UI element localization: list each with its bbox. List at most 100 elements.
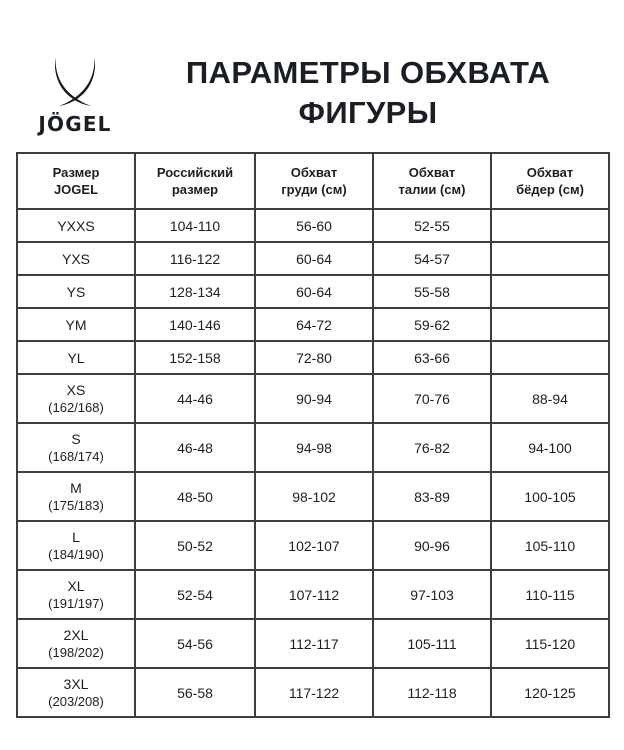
cell-hips: 88-94 xyxy=(490,373,610,424)
cell-chest: 56-60 xyxy=(254,208,374,243)
cell-size-jogel: YM xyxy=(16,307,136,342)
size-label: 2XL xyxy=(63,626,89,643)
cell-size-jogel: XL (191/197) xyxy=(16,569,136,620)
cell-waist: 55-58 xyxy=(372,274,492,309)
cell-waist: 105-111 xyxy=(372,618,492,669)
table-row: M (175/183) 48-50 98-102 83-89 100-105 xyxy=(16,471,610,522)
cell-size-jogel: 2XL (198/202) xyxy=(16,618,136,669)
cell-hips: 94-100 xyxy=(490,422,610,473)
cell-size-jogel: S (168/174) xyxy=(16,422,136,473)
column-header-waist: Обхват талии (см) xyxy=(372,152,492,210)
cell-size-jogel: 3XL (203/208) xyxy=(16,667,136,718)
size-label: YXS xyxy=(61,250,90,267)
cell-russian-size: 104-110 xyxy=(134,208,256,243)
cell-hips xyxy=(490,274,610,309)
cell-chest: 117-122 xyxy=(254,667,374,718)
size-label: 3XL xyxy=(63,675,89,692)
cell-russian-size: 48-50 xyxy=(134,471,256,522)
cell-russian-size: 152-158 xyxy=(134,340,256,375)
cell-waist: 63-66 xyxy=(372,340,492,375)
column-header-line-2: бёдер (см) xyxy=(516,182,584,197)
table-header: Размер JOGEL Российский размер Обхват гр… xyxy=(16,152,610,210)
page-title: ПАРАМЕТРЫ ОБХВАТА ФИГУРЫ xyxy=(134,53,608,133)
cell-size-jogel: YL xyxy=(16,340,136,375)
table-row: YXXS 104-110 56-60 52-55 xyxy=(16,208,610,243)
cell-waist: 54-57 xyxy=(372,241,492,276)
cell-russian-size: 50-52 xyxy=(134,520,256,571)
size-height-range: (203/208) xyxy=(48,693,104,709)
size-height-range: (198/202) xyxy=(48,644,104,660)
cell-size-jogel: YS xyxy=(16,274,136,309)
table-row: XL (191/197) 52-54 107-112 97-103 110-115 xyxy=(16,569,610,620)
size-table-container: Размер JOGEL Российский размер Обхват гр… xyxy=(0,152,624,718)
size-label: S xyxy=(71,430,81,447)
size-label: YXXS xyxy=(57,217,95,234)
cell-hips: 115-120 xyxy=(490,618,610,669)
cell-chest: 72-80 xyxy=(254,340,374,375)
cell-hips xyxy=(490,340,610,375)
cell-waist: 59-62 xyxy=(372,307,492,342)
cell-size-jogel: YXS xyxy=(16,241,136,276)
cell-russian-size: 140-146 xyxy=(134,307,256,342)
table-row: YL 152-158 72-80 63-66 xyxy=(16,340,610,375)
column-header-line-2: талии (см) xyxy=(398,182,466,197)
column-header-line-2: груди (см) xyxy=(281,182,347,197)
column-header-line-1: Размер xyxy=(52,165,100,180)
column-header-line-1: Обхват xyxy=(408,165,456,180)
size-label: XS xyxy=(66,381,86,398)
cell-waist: 112-118 xyxy=(372,667,492,718)
cell-chest: 94-98 xyxy=(254,422,374,473)
cell-russian-size: 128-134 xyxy=(134,274,256,309)
table-row: XS (162/168) 44-46 90-94 70-76 88-94 xyxy=(16,373,610,424)
column-header-line-1: Российский xyxy=(156,165,234,180)
cell-chest: 98-102 xyxy=(254,471,374,522)
page-header: JÖGEL ПАРАМЕТРЫ ОБХВАТА ФИГУРЫ xyxy=(0,0,624,152)
size-height-range: (175/183) xyxy=(48,497,104,513)
column-header-hips: Обхват бёдер (см) xyxy=(490,152,610,210)
cell-russian-size: 116-122 xyxy=(134,241,256,276)
cell-waist: 76-82 xyxy=(372,422,492,473)
column-header-size-jogel: Размер JOGEL xyxy=(16,152,136,210)
cell-hips: 120-125 xyxy=(490,667,610,718)
column-header-line-1: Обхват xyxy=(526,165,574,180)
cell-waist: 90-96 xyxy=(372,520,492,571)
body-measurements-table: Размер JOGEL Российский размер Обхват гр… xyxy=(16,152,610,718)
cell-chest: 90-94 xyxy=(254,373,374,424)
cell-hips: 110-115 xyxy=(490,569,610,620)
cell-russian-size: 52-54 xyxy=(134,569,256,620)
size-height-range: (162/168) xyxy=(48,399,104,415)
size-height-range: (191/197) xyxy=(48,595,104,611)
size-label: YL xyxy=(67,349,85,366)
table-body: YXXS 104-110 56-60 52-55 YXS 116-122 60-64 54-5… xyxy=(16,208,610,718)
cell-russian-size: 54-56 xyxy=(134,618,256,669)
cell-hips xyxy=(490,241,610,276)
size-label: YS xyxy=(66,283,86,300)
size-height-range: (184/190) xyxy=(48,546,104,562)
page-title-line-2: ФИГУРЫ xyxy=(298,95,438,130)
cell-hips: 105-110 xyxy=(490,520,610,571)
cell-chest: 60-64 xyxy=(254,241,374,276)
cell-chest: 64-72 xyxy=(254,307,374,342)
column-header-line-1: Обхват xyxy=(290,165,338,180)
table-row: S (168/174) 46-48 94-98 76-82 94-100 xyxy=(16,422,610,473)
size-label: XL xyxy=(67,577,85,594)
cell-waist: 83-89 xyxy=(372,471,492,522)
cell-chest: 102-107 xyxy=(254,520,374,571)
table-row: YS 128-134 60-64 55-58 xyxy=(16,274,610,309)
table-row: YXS 116-122 60-64 54-57 xyxy=(16,241,610,276)
jogel-wing-logo-icon xyxy=(54,56,96,106)
cell-chest: 112-117 xyxy=(254,618,374,669)
cell-hips xyxy=(490,208,610,243)
brand-wordmark: JÖGEL xyxy=(38,111,112,136)
column-header-line-2: JOGEL xyxy=(53,182,99,197)
cell-waist: 97-103 xyxy=(372,569,492,620)
cell-hips xyxy=(490,307,610,342)
cell-size-jogel: YXXS xyxy=(16,208,136,243)
size-label: M xyxy=(70,479,82,496)
table-header-row: Размер JOGEL Российский размер Обхват гр… xyxy=(16,152,610,210)
cell-size-jogel: M (175/183) xyxy=(16,471,136,522)
cell-chest: 60-64 xyxy=(254,274,374,309)
cell-waist: 70-76 xyxy=(372,373,492,424)
cell-size-jogel: L (184/190) xyxy=(16,520,136,571)
table-row: 3XL (203/208) 56-58 117-122 112-118 120-125 xyxy=(16,667,610,718)
